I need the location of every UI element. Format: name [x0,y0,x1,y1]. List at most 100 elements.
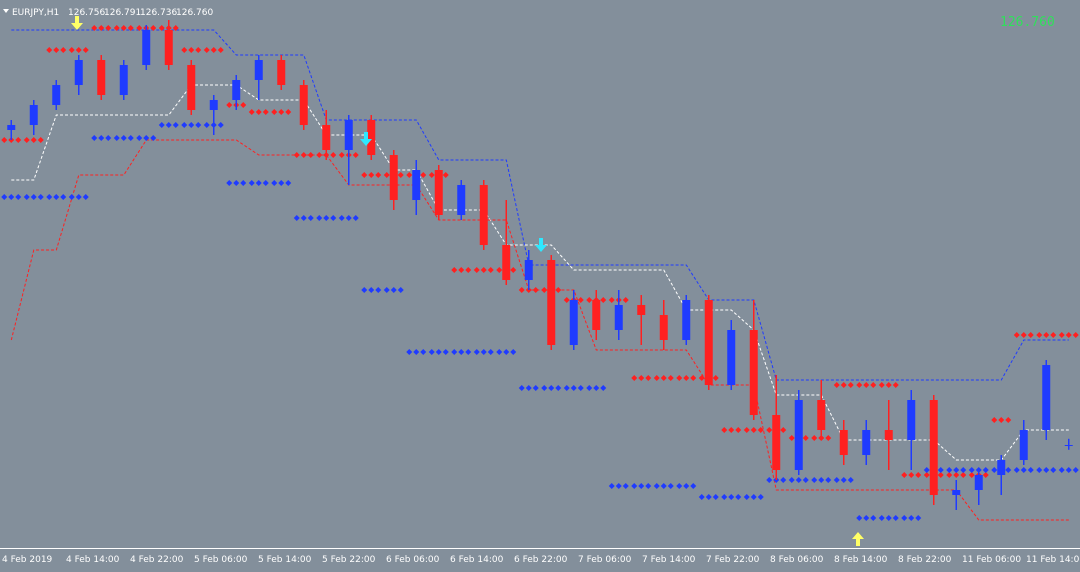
level-dot [660,375,667,381]
level-dot [847,477,854,483]
level-dot [293,152,300,158]
level-dot [1058,332,1065,338]
level-dot [82,47,89,53]
level-dot [37,137,44,143]
level-dot [15,137,22,143]
level-dot [383,172,390,178]
level-dot [188,122,195,128]
level-dot [802,435,809,441]
level-dot [188,47,195,53]
candle-body [929,400,938,495]
level-dot [136,135,143,141]
level-dot [908,472,915,478]
level-dot [127,25,134,31]
level-dot [316,215,323,221]
level-dot [863,382,870,388]
level-dot [600,385,607,391]
level-dot [172,25,179,31]
level-dot [262,109,269,115]
band-line [11,29,1069,381]
level-dot [330,152,337,158]
level-dot [240,102,247,108]
candle-body [119,65,128,95]
level-dot [908,515,915,521]
candle-body [659,315,668,340]
level-dot [946,467,953,473]
candle-body [682,300,691,340]
level-dot [181,122,188,128]
level-dot [735,427,742,433]
x-tick-label: 6 Feb 22:00 [514,555,568,565]
ohlc-value: 126.756 [68,8,105,18]
symbol: EURJPY,H1 [12,8,59,18]
level-dot [645,375,652,381]
level-dot [203,47,210,53]
candle-body [322,125,331,150]
symbol-dropdown[interactable] [3,9,9,13]
level-dot [361,172,368,178]
level-dot [518,385,525,391]
level-dot [91,135,98,141]
level-dot [570,385,577,391]
level-dot [586,297,593,303]
level-dot [307,152,314,158]
level-dot [923,472,930,478]
candle-body [97,60,106,95]
level-dot [840,382,847,388]
candle-body [232,80,241,100]
level-dot [541,385,548,391]
level-dot [143,135,150,141]
candle-body [907,400,916,440]
candle-body [952,490,961,495]
level-dot [757,427,764,433]
level-dot [1005,417,1012,423]
sell-arrow [535,238,547,252]
level-dot [496,349,503,355]
level-dot [361,287,368,293]
level-dot [233,180,240,186]
level-dot [863,515,870,521]
level-dot [46,194,53,200]
level-dot [780,477,787,483]
level-dot [577,385,584,391]
x-tick-label: 6 Feb 06:00 [386,555,440,565]
candle-body [704,300,713,385]
level-dot [811,435,818,441]
level-dot [150,25,157,31]
level-dot [638,375,645,381]
candle-body [817,400,826,430]
candle-body [209,100,218,110]
level-dot [285,180,292,186]
level-dot [750,494,757,500]
candle-body [569,300,578,345]
level-dot [375,172,382,178]
level-dot [442,349,449,355]
x-tick-label: 4 Feb 2019 [2,555,53,565]
level-dot [833,477,840,483]
level-dot [383,287,390,293]
level-dot [1,194,8,200]
level-dot [68,194,75,200]
level-dot [1043,332,1050,338]
level-dot [53,47,60,53]
level-dot [226,180,233,186]
candle-body [547,260,556,345]
level-dot [600,297,607,303]
level-dot [496,267,503,273]
level-dot [892,515,899,521]
level-dot [946,472,953,478]
level-dot [743,494,750,500]
level-dot [856,515,863,521]
signal-arrow [852,532,864,546]
candle-body [749,330,758,415]
level-dot [953,472,960,478]
level-dot [105,135,112,141]
level-dot [825,435,832,441]
level-dot [757,494,764,500]
level-dot [172,122,179,128]
level-dot [98,25,105,31]
level-dot [683,375,690,381]
level-dot [510,267,517,273]
level-dot [480,349,487,355]
